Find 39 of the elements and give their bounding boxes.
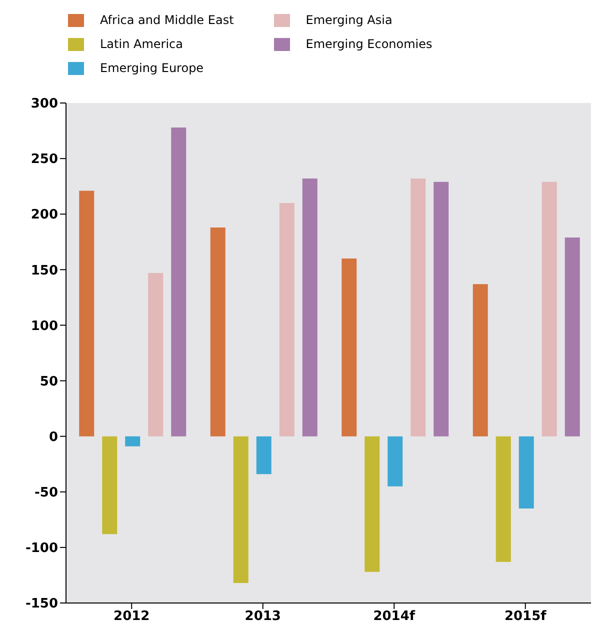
y-tick-label: 300 — [30, 96, 58, 112]
y-tick-label: 50 — [40, 374, 58, 390]
y-tick-label: 200 — [30, 208, 58, 223]
bar — [542, 182, 557, 436]
bar — [342, 258, 357, 436]
x-tick-label: 2014f — [373, 609, 416, 624]
bar — [148, 273, 164, 436]
bar — [302, 178, 318, 436]
y-tick-label: -50 — [34, 486, 58, 501]
bar — [125, 436, 140, 446]
y-tick-label: 150 — [30, 263, 58, 278]
bar — [496, 436, 511, 562]
bar — [210, 227, 226, 436]
legend-label: Emerging Europe — [100, 61, 204, 75]
x-tick-label: 2012 — [114, 609, 150, 624]
legend-label: Emerging Asia — [306, 13, 392, 27]
x-tick-label: 2013 — [244, 609, 281, 624]
bar — [233, 436, 248, 583]
x-tick-label: 2015f — [504, 609, 547, 624]
bar — [410, 178, 426, 436]
bar — [79, 190, 94, 436]
legend-label: Latin America — [100, 37, 183, 51]
bar — [364, 436, 380, 572]
y-tick-label: 0 — [48, 430, 58, 445]
legend-label: Africa and Middle East — [100, 13, 234, 27]
bar — [518, 436, 534, 509]
bar — [388, 436, 403, 486]
bar — [279, 203, 294, 436]
y-tick-label: 100 — [30, 318, 58, 334]
y-tick-label: -150 — [25, 596, 58, 612]
y-tick-label: 250 — [30, 152, 58, 168]
bar — [472, 284, 488, 436]
bar — [564, 237, 580, 436]
y-tick-label: -100 — [25, 541, 58, 556]
bar — [256, 436, 272, 474]
bar — [434, 182, 449, 436]
bar — [171, 127, 186, 436]
bar — [102, 436, 118, 534]
legend-label: Emerging Economies — [306, 37, 432, 51]
